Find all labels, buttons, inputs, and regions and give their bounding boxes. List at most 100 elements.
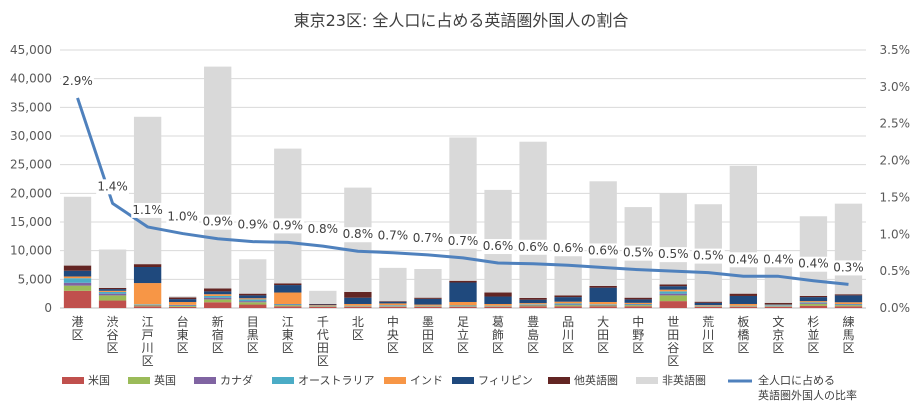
y2-tick-label: 3.5% bbox=[880, 43, 911, 57]
bar-segment bbox=[624, 297, 652, 300]
category-label: 台東区 bbox=[177, 314, 189, 355]
bar-segment bbox=[168, 296, 197, 298]
category-label: 文京区 bbox=[772, 314, 784, 355]
category-label: 豊島区 bbox=[527, 315, 539, 355]
category-label: 新宿区 bbox=[212, 314, 224, 355]
y2-tick-label: 3.0% bbox=[880, 80, 911, 94]
stacked-bars bbox=[63, 66, 863, 308]
y2-tick-label: 0.0% bbox=[880, 301, 911, 315]
bar-segment bbox=[659, 301, 687, 308]
category-label: 江東区 bbox=[282, 315, 294, 355]
data-label-bg bbox=[131, 202, 165, 218]
bar-segment bbox=[98, 300, 127, 308]
bar-segment bbox=[694, 301, 722, 303]
bar-segment bbox=[344, 297, 372, 304]
bar-segment bbox=[694, 306, 722, 307]
data-label: 0.9% bbox=[202, 215, 233, 229]
bar-segment bbox=[309, 290, 337, 304]
category-label: 練馬区 bbox=[842, 315, 854, 355]
bar-segment bbox=[63, 276, 92, 279]
legend-label: インド bbox=[410, 374, 443, 387]
bar-segment bbox=[624, 302, 652, 304]
bar-segment bbox=[589, 301, 617, 305]
chart-title: 東京23区: 全人口に占める英語圏外国人の割合 bbox=[294, 11, 629, 30]
bar-segment bbox=[239, 298, 267, 300]
bar-segment bbox=[659, 295, 687, 302]
bar-segment bbox=[239, 299, 267, 302]
data-label: 0.7% bbox=[378, 229, 409, 243]
data-label-bg bbox=[516, 239, 550, 255]
bar-segment bbox=[519, 306, 547, 308]
bar-segment bbox=[309, 305, 337, 306]
bar-segment bbox=[624, 304, 652, 306]
bar-segment bbox=[519, 299, 547, 304]
data-label-bg bbox=[656, 247, 690, 263]
bar-segment bbox=[624, 303, 652, 305]
bar-segment bbox=[729, 295, 758, 304]
bar-segment bbox=[799, 303, 828, 304]
category-label: 板橋区 bbox=[737, 315, 749, 355]
bar-segment bbox=[414, 306, 442, 307]
bar-segment bbox=[694, 305, 722, 306]
y-tick-label: 35,000 bbox=[10, 100, 52, 114]
category-label: 中央区 bbox=[387, 314, 399, 355]
bar-segment bbox=[694, 302, 722, 306]
bar-segment bbox=[484, 296, 512, 304]
category-label: 港区 bbox=[72, 315, 84, 342]
bar-segment bbox=[729, 303, 758, 306]
bar-segment bbox=[589, 304, 617, 306]
bar-segment bbox=[63, 282, 92, 286]
data-label-bg bbox=[236, 217, 270, 233]
bar-segment bbox=[239, 302, 267, 305]
bar-segment bbox=[659, 286, 687, 290]
bar-segment bbox=[98, 289, 127, 291]
category-label: 目黒区 bbox=[247, 315, 259, 355]
data-label: 0.3% bbox=[833, 260, 864, 274]
bar-segment bbox=[239, 301, 267, 303]
bar-segment bbox=[379, 301, 407, 302]
bar-segment bbox=[589, 306, 617, 308]
bar-segment bbox=[764, 305, 793, 307]
ratio-series-line bbox=[76, 97, 849, 286]
data-label-bg bbox=[797, 256, 830, 272]
bar-segment bbox=[729, 165, 758, 294]
legend-label-line2: 英語圏外国人の比率 bbox=[758, 388, 857, 402]
bar-segment bbox=[204, 66, 232, 289]
ratio-line bbox=[76, 97, 849, 286]
bar-segment bbox=[379, 305, 407, 307]
bar-segment bbox=[449, 305, 477, 306]
data-label: 0.4% bbox=[798, 257, 829, 271]
data-label-bg bbox=[551, 241, 585, 257]
legend-swatch bbox=[272, 377, 294, 384]
bar-segment bbox=[834, 305, 863, 307]
bar-segment bbox=[414, 304, 442, 306]
bar-segment bbox=[554, 304, 582, 306]
bar-segment bbox=[834, 295, 863, 303]
legend-label: オーストラリア bbox=[298, 374, 374, 387]
bar-segment bbox=[63, 290, 92, 308]
bar-segment bbox=[799, 301, 828, 303]
bar-segment bbox=[274, 305, 302, 307]
bar-segment bbox=[834, 306, 863, 308]
data-label: 0.9% bbox=[237, 218, 268, 232]
bar-segment bbox=[344, 291, 372, 298]
y-tick-label: 40,000 bbox=[10, 72, 52, 86]
bar-segment bbox=[133, 283, 162, 305]
bar-segment bbox=[239, 295, 267, 299]
y-axis-left: 0 5,000 10,000 15,000 20,000 25,000 30,000 35,0… bbox=[10, 43, 52, 315]
bar-segment bbox=[589, 181, 617, 286]
bar-segment bbox=[449, 282, 477, 302]
data-label-bg bbox=[306, 222, 340, 238]
bar-segment bbox=[98, 291, 127, 294]
y2-tick-label: 0.5% bbox=[880, 264, 911, 278]
bar-segment bbox=[204, 291, 232, 295]
data-label-bg bbox=[61, 73, 94, 89]
data-label-bg bbox=[761, 252, 795, 268]
data-label-bg bbox=[691, 248, 725, 264]
bar-segment bbox=[554, 297, 582, 302]
legend-swatch bbox=[194, 377, 216, 384]
bar-segment bbox=[309, 306, 337, 307]
bar-segment bbox=[133, 116, 162, 265]
y-tick-label: 45,000 bbox=[10, 43, 52, 57]
bar-segment bbox=[554, 305, 582, 307]
